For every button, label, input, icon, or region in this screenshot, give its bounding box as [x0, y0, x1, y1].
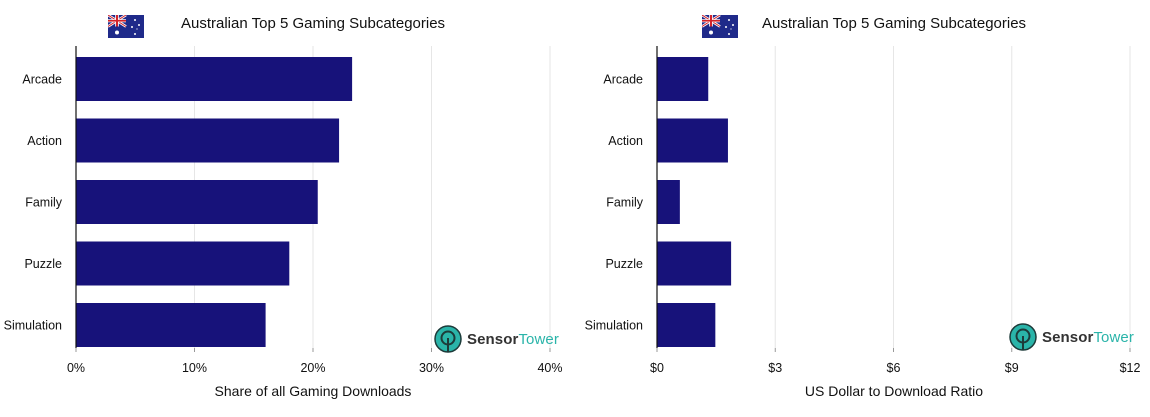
chart-title: Australian Top 5 Gaming Subcategories	[181, 15, 446, 32]
x-tick-label: 40%	[537, 361, 562, 375]
category-label: Simulation	[4, 319, 62, 333]
bar-arcade	[657, 57, 709, 101]
x-tick-label: $3	[768, 361, 782, 375]
sensortower-logo-icon	[1009, 323, 1037, 351]
sensortower-logo: SensorTower	[1009, 323, 1134, 351]
bar-simulation	[657, 303, 716, 347]
bar-action	[76, 118, 340, 163]
x-tick-label: $9	[1005, 361, 1019, 375]
bar-chart-ratio: Arcade Action Family Puzzle Simulation $0 $3 $6…	[585, 46, 1141, 399]
x-tick-label: $0	[650, 361, 664, 375]
bar-chart-downloads: Arcade Action Family Puzzle Simulation 0% 10% 2…	[4, 46, 563, 399]
bar-puzzle	[657, 241, 732, 286]
logo-word-sensor: Sensor	[1042, 328, 1094, 346]
category-label: Puzzle	[605, 257, 643, 271]
bar-action	[657, 118, 728, 163]
sensortower-logo: SensorTower	[434, 325, 559, 353]
category-label: Action	[608, 134, 643, 148]
chart-panel-ratio: Australian Top 5 Gaming Subcategories Ar…	[575, 0, 1150, 417]
chart-title: Australian Top 5 Gaming Subcategories	[762, 15, 1027, 32]
x-tick-label: 10%	[182, 361, 207, 375]
category-label: Arcade	[22, 73, 62, 87]
category-label: Puzzle	[24, 257, 62, 271]
category-label: Simulation	[585, 319, 643, 333]
bar-puzzle	[76, 241, 290, 286]
logo-word-sensor: Sensor	[467, 330, 519, 348]
bar-family	[657, 180, 680, 224]
category-label: Family	[25, 196, 63, 210]
chart-panel-downloads: Australian Top 5 Gaming Subcategories Ar…	[4, 15, 563, 399]
category-label: Arcade	[603, 73, 643, 87]
bar-simulation	[76, 303, 266, 347]
x-tick-label: $6	[887, 361, 901, 375]
bar-arcade	[76, 57, 353, 101]
x-tick-label: 30%	[419, 361, 444, 375]
sensortower-logo-icon	[434, 325, 462, 353]
x-axis-title: Share of all Gaming Downloads	[215, 383, 412, 399]
logo-word-tower: Tower	[518, 330, 559, 348]
australia-flag-icon	[702, 15, 738, 38]
x-axis-title: US Dollar to Download Ratio	[805, 383, 983, 399]
x-tick-label: 0%	[67, 361, 85, 375]
bar-family	[76, 180, 318, 224]
category-label: Family	[606, 196, 644, 210]
x-tick-label: $12	[1120, 361, 1141, 375]
australia-flag-icon	[108, 15, 144, 38]
logo-word-tower: Tower	[1093, 328, 1134, 346]
category-label: Action	[27, 134, 62, 148]
x-tick-label: 20%	[300, 361, 325, 375]
